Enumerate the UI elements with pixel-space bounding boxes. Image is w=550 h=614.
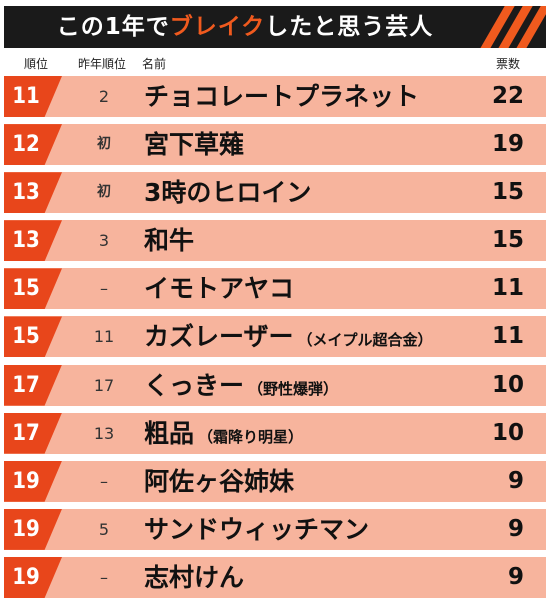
vote-count: 9 [507,467,524,494]
page-title: この1年でブレイクしたと思う芸人 [4,6,486,48]
vote-count: 19 [491,131,524,158]
name-text: 和牛 [144,226,195,256]
vote-count: 9 [507,563,524,590]
rank-value: 19 [12,468,40,494]
entertainer-name: チョコレートプラネット [144,76,423,117]
table-header: 順位 昨年順位 名前 票数 [0,52,550,74]
table-row: 17 17 くっきー （野性爆弾） 10 [4,364,546,406]
entertainer-name: イモトアヤコ [144,268,298,309]
table-row: 15 11 カズレーザー （メイプル超合金） 11 [4,316,546,358]
name-text: イモトアヤコ [144,274,295,304]
name-text: くっきー [144,370,245,400]
header-name: 名前 [142,57,167,71]
rank-value: 15 [12,324,40,350]
entertainer-name: 和牛 [144,220,198,261]
rank-value: 17 [12,420,40,446]
previous-rank: 17 [93,375,115,395]
entertainer-name: 粗品 （霜降り明星） [144,413,303,454]
vote-count: 22 [491,83,524,109]
header-votes: 票数 [496,57,521,71]
rank-value: 13 [12,228,40,254]
name-note: （霜降り明星） [198,427,304,446]
previous-rank: 初 [97,136,111,153]
vote-count: 9 [507,515,524,542]
name-note: （メイプル超合金） [297,331,433,350]
name-text: カズレーザー [144,322,294,352]
previous-rank: – [100,471,108,491]
vote-count: 10 [491,371,524,398]
name-text: 粗品 [144,418,195,448]
rank-value: 13 [12,180,40,206]
rank-value: 11 [12,84,40,109]
entertainer-name: 阿佐ヶ谷姉妹 [144,461,298,502]
table-row: 13 初 3時のヒロイン 15 [4,172,546,214]
header-rank: 順位 [24,57,49,71]
entertainer-name: サンドウィッチマン [144,509,373,550]
previous-rank: – [100,567,108,587]
entertainer-name: 志村けん [144,557,248,598]
title-part-accent: ブレイク [169,14,266,40]
table-row: 12 初 宮下草薙 19 [4,124,546,166]
entertainer-name: 3時のヒロイン [144,172,315,213]
table-row: 19 – 志村けん 9 [4,556,546,598]
rank-value: 15 [12,276,40,302]
table-row: 19 5 サンドウィッチマン 9 [4,508,546,550]
table-row: 15 – イモトアヤコ 11 [4,268,546,310]
table-row: 19 – 阿佐ヶ谷姉妹 9 [4,460,546,502]
entertainer-name: 宮下草薙 [144,124,248,165]
table-row: 17 13 粗品 （霜降り明星） 10 [4,412,546,454]
rank-value: 17 [12,372,40,398]
name-text: 阿佐ヶ谷姉妹 [144,466,295,496]
vote-count: 10 [491,419,524,446]
vote-count: 15 [491,179,524,206]
name-text: サンドウィッチマン [144,514,370,544]
previous-rank: 2 [98,87,110,106]
title-part-post: したと思う芸人 [265,14,434,40]
name-text: 3時のヒロイン [144,178,312,208]
title-bar: この1年でブレイクしたと思う芸人 [4,6,546,48]
vote-count: 11 [491,275,524,302]
entertainer-name: カズレーザー （メイプル超合金） [144,316,433,357]
name-text: 志村けん [144,562,245,592]
table-row: 13 3 和牛 15 [4,220,546,262]
previous-rank: – [100,279,108,299]
name-text: 宮下草薙 [144,130,245,160]
entertainer-name: くっきー （野性爆弾） [144,365,338,406]
vote-count: 15 [491,227,524,254]
previous-rank: 11 [93,327,115,347]
table-row: 11 2 チョコレートプラネット 22 [4,76,546,117]
header-prev: 昨年順位 [78,57,127,71]
previous-rank: 13 [93,423,115,443]
title-part-pre: この1年で [56,14,170,40]
rank-value: 19 [12,516,40,542]
rank-value: 12 [12,132,40,158]
vote-count: 11 [491,323,524,350]
previous-rank: 3 [98,231,110,251]
name-text: チョコレートプラネット [144,82,420,111]
ranking-table: 11 2 チョコレートプラネット 22 12 初 宮下草薙 19 13 初 3時… [4,76,546,605]
rank-value: 19 [12,564,40,590]
previous-rank: 5 [98,519,110,539]
name-note: （野性爆弾） [248,379,339,398]
previous-rank: 初 [97,184,111,201]
